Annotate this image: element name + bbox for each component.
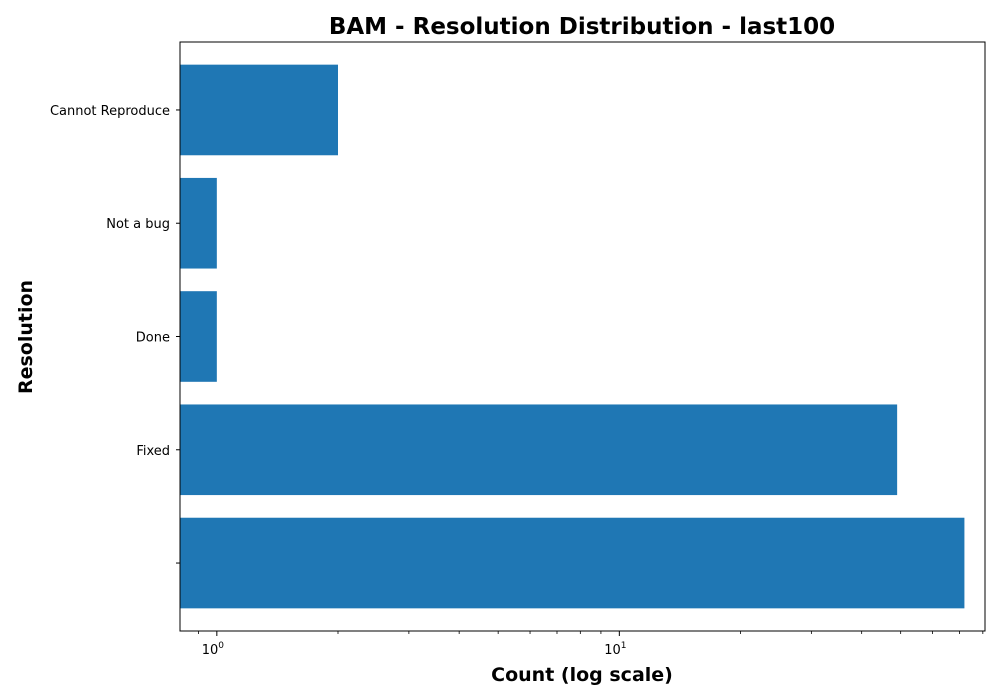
y-tick-label: Done (136, 331, 170, 346)
bar (180, 404, 898, 496)
y-tick-label: Cannot Reproduce (50, 104, 170, 119)
x-tick-base: 10 (604, 643, 621, 658)
x-ticks-group: 100 101 (198, 631, 984, 658)
x-axis-label: Count (log scale) (491, 664, 673, 686)
chart-title: BAM - Resolution Distribution - last100 (329, 14, 835, 40)
x-tick-label: 101 (604, 641, 626, 658)
x-tick-base: 10 (202, 643, 219, 658)
bar (180, 64, 338, 156)
y-axis-label: Resolution (15, 280, 37, 394)
y-ticks-group: Fixed Done Not a bug Cannot Reproduce (50, 104, 180, 564)
bar (180, 291, 217, 382)
y-tick-label: Fixed (136, 444, 170, 459)
bars-group (180, 64, 965, 609)
bar (180, 517, 965, 609)
plot-frame (179, 41, 986, 632)
bar (180, 177, 217, 269)
x-tick-label: 100 (202, 641, 225, 658)
x-tick-exponent: 0 (218, 641, 224, 651)
x-tick-exponent: 1 (621, 641, 627, 651)
y-tick-label: Not a bug (106, 217, 170, 232)
